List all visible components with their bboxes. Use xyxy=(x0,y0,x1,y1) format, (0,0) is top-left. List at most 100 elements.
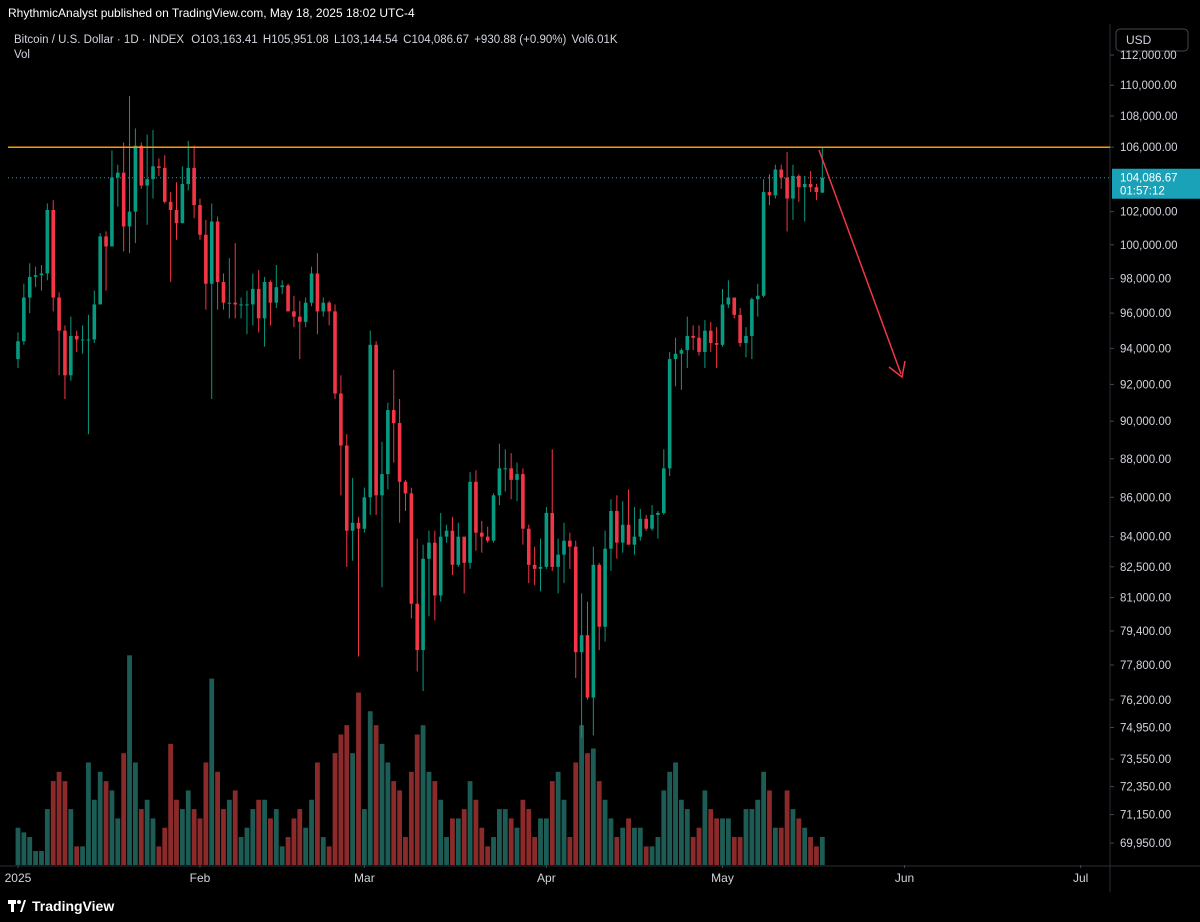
candle-body xyxy=(16,341,20,360)
candle-body xyxy=(380,474,384,496)
candle-body xyxy=(714,343,719,345)
candle-body xyxy=(286,285,290,312)
candle-body xyxy=(309,273,314,303)
volume-bar xyxy=(473,799,479,865)
candle-body xyxy=(297,316,302,322)
candle-body xyxy=(603,548,607,627)
volume-bar xyxy=(567,837,573,865)
candle-body xyxy=(27,276,32,298)
candle-body xyxy=(697,337,701,352)
candle-body xyxy=(456,536,461,565)
volume-bar xyxy=(209,678,215,865)
candle-body xyxy=(215,221,220,283)
candle-body xyxy=(615,510,619,543)
candle-body xyxy=(491,495,496,541)
volume-bar xyxy=(725,818,731,865)
volume-bar xyxy=(549,781,555,865)
candle-body xyxy=(779,169,784,178)
volume-bar xyxy=(121,753,127,865)
volume-bar xyxy=(162,827,168,865)
volume-bar xyxy=(115,818,121,865)
volume-pane-title: Vol xyxy=(14,49,30,61)
candle-body xyxy=(327,302,331,312)
volume-bar xyxy=(573,762,579,865)
y-tick-label: 86,000.00 xyxy=(1120,492,1171,504)
y-tick-label: 110,000.00 xyxy=(1120,80,1177,92)
volume-bar xyxy=(291,818,297,865)
candle-body xyxy=(192,167,196,206)
candle-body xyxy=(750,299,754,336)
candle-body xyxy=(708,330,713,344)
volume-bar xyxy=(27,837,33,865)
volume-bar xyxy=(221,809,226,865)
volume-bar xyxy=(297,809,303,865)
volume-bar xyxy=(156,846,162,865)
volume-bar xyxy=(585,753,590,865)
candle-body xyxy=(344,445,349,531)
candle-body xyxy=(57,297,61,331)
volume-bar xyxy=(614,837,620,865)
y-tick-label: 73,550.00 xyxy=(1120,754,1171,766)
volume-bar xyxy=(497,809,502,865)
candle-body xyxy=(632,536,637,545)
volume-bar xyxy=(21,832,27,865)
candle-body xyxy=(679,350,684,354)
candle-body xyxy=(550,512,555,567)
y-tick-label: 76,200.00 xyxy=(1120,695,1171,707)
candle-body xyxy=(797,175,801,188)
volume-bar xyxy=(814,846,819,865)
candle-body xyxy=(127,211,132,227)
volume-bar xyxy=(808,837,813,865)
volume-bar xyxy=(485,846,491,865)
volume-bar xyxy=(133,762,138,865)
volume-bar xyxy=(696,827,702,865)
candle-body xyxy=(39,273,44,276)
volume-bar xyxy=(191,809,197,865)
candle-body xyxy=(268,282,273,303)
y-tick-label: 71,150.00 xyxy=(1120,810,1171,822)
volume-pane xyxy=(15,655,825,865)
plot: 112,000.00 110,000.00 108,000.00 106,000.00… xyxy=(5,50,1200,885)
candle-body xyxy=(609,510,613,549)
candle-body xyxy=(204,234,208,284)
volume-bar xyxy=(491,837,496,865)
candle-body xyxy=(368,344,373,498)
countdown: 01:57:12 xyxy=(1120,186,1165,198)
x-tick-label: Jun xyxy=(895,871,914,885)
volume-bar xyxy=(502,809,508,865)
volume-bar xyxy=(450,818,455,865)
candle-body xyxy=(791,175,795,199)
volume-bar xyxy=(91,799,97,865)
volume-bar xyxy=(708,809,714,865)
volume-bar xyxy=(555,771,561,865)
y-tick-label: 81,000.00 xyxy=(1120,593,1171,605)
currency-box[interactable] xyxy=(1115,28,1189,52)
volume-bar xyxy=(778,827,784,865)
volume-bar xyxy=(385,762,391,865)
candle-body xyxy=(650,514,654,529)
candle-body xyxy=(427,542,431,559)
candle-body xyxy=(691,335,695,338)
candle-body xyxy=(51,209,56,298)
candle-body xyxy=(626,524,631,545)
candle-body xyxy=(802,183,807,188)
legend-low: L103,144.54 xyxy=(334,34,399,46)
volume-bar xyxy=(185,790,191,865)
candle-body xyxy=(474,481,478,533)
volume-bar xyxy=(408,771,414,865)
volume-bar xyxy=(714,818,720,865)
candle-body xyxy=(104,236,108,247)
candle-body xyxy=(703,330,707,352)
y-tick-label: 106,000.00 xyxy=(1120,142,1178,154)
volume-bar xyxy=(455,818,461,865)
volume-bar xyxy=(767,790,772,865)
volume-bar xyxy=(520,799,526,865)
volume-bar xyxy=(150,818,156,865)
volume-bar xyxy=(273,809,279,865)
legend-volume-title: Vol xyxy=(572,34,588,46)
y-tick-label: 88,000.00 xyxy=(1120,454,1171,466)
candle-body xyxy=(92,304,97,340)
candle-body xyxy=(573,546,578,653)
volume-bar xyxy=(749,809,755,865)
candle-body xyxy=(157,166,161,168)
